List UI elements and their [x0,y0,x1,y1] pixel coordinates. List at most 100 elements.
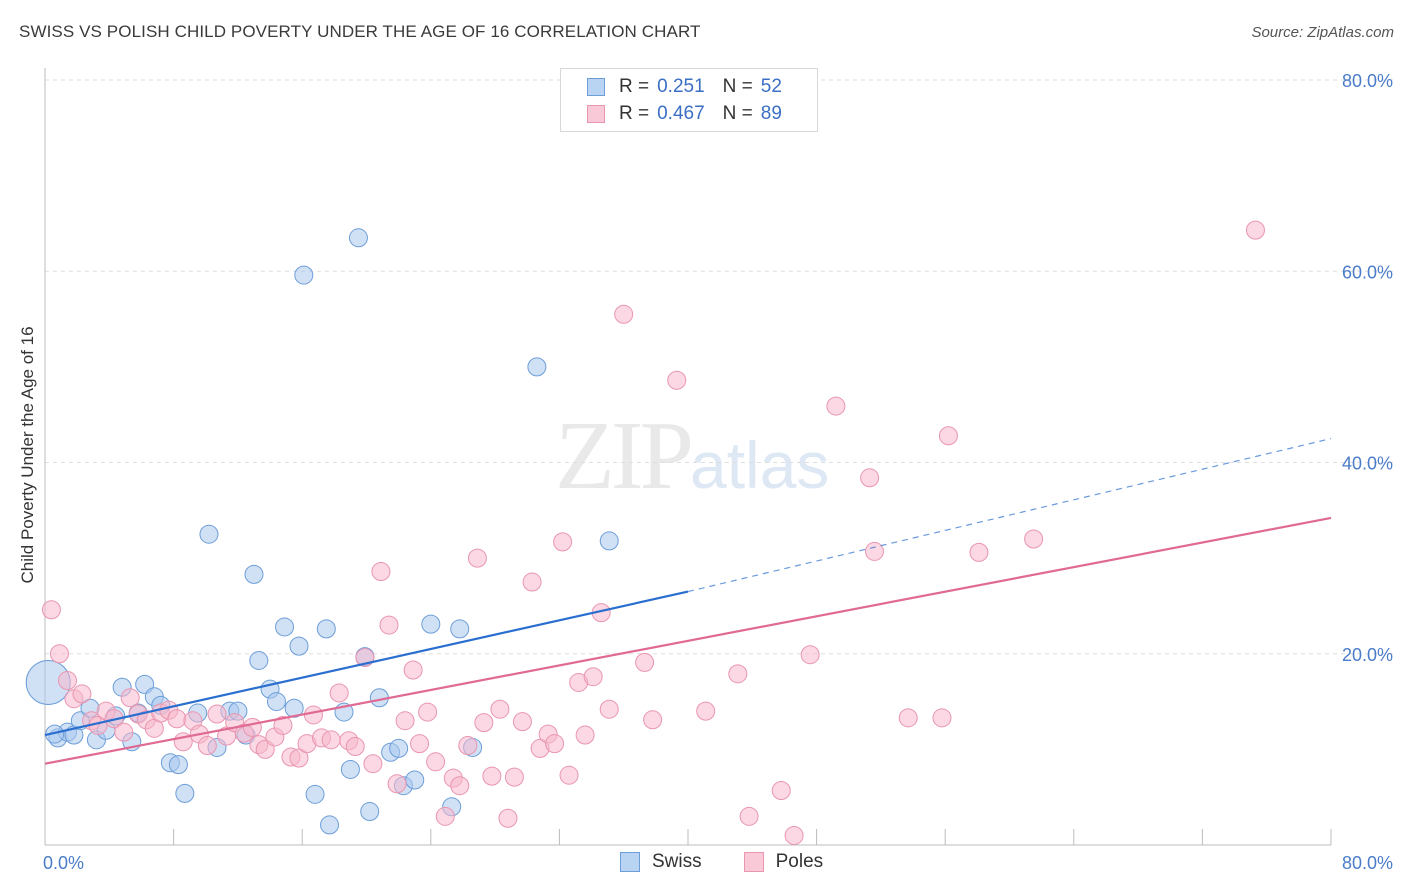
legend-r-label: R = [619,103,650,124]
legend-r-value: 0.467 [657,103,705,124]
scatter-point [289,636,309,656]
legend-bottom: Swiss Poles [620,851,865,873]
scatter-point [199,524,219,544]
watermark-atlas: atlas [690,428,830,502]
scatter-point [249,650,269,670]
scatter-point [410,734,430,754]
scatter-point [482,766,502,786]
poles-trend-line [44,516,1332,765]
poles-swatch [587,105,605,123]
y-tick-label: 40.0% [1342,454,1393,474]
scatter-point [864,541,884,561]
scatter-point [320,815,340,835]
scatter-point [1245,220,1265,240]
scatter-point [450,619,470,639]
scatter-point [739,806,759,826]
scatter-point [303,705,323,725]
legend-label-swiss: Swiss [652,851,702,872]
scatter-point [522,572,542,592]
scatter-point [498,808,518,828]
trend-lines [44,438,1332,765]
source-label: Source: ZipAtlas.com [1251,24,1394,41]
watermark: ZIPatlas [555,400,829,512]
scatter-point [168,755,188,775]
scatter-point [474,713,494,733]
scatter-point [207,704,227,724]
y-axis-title: Child Poverty Under the Age of 16 [18,326,37,583]
legend-n-value: 89 [760,103,782,124]
scatter-point [696,701,716,721]
swiss-swatch [587,78,605,96]
scatter-point [450,776,470,796]
scatter-point [898,708,918,728]
scatter-point [512,712,532,732]
scatter-point [197,736,217,756]
tick-labels: 20.0% 40.0% 60.0% 80.0% 0.0% 80.0% Child Pover… [18,71,1393,873]
y-tick-label: 80.0% [1342,71,1393,91]
legend-n-label: N = [722,103,753,124]
scatter-point [41,600,61,620]
scatter-point [294,265,314,285]
scatter-point [728,664,748,684]
watermark-zip: ZIP [555,402,694,510]
scatter-point [321,730,341,750]
scatter-point [426,752,446,772]
scatter-point [175,783,195,803]
scatter-point [266,692,286,712]
legend-label-poles: Poles [775,851,824,872]
poles-swatch [743,852,764,872]
scatter-point [435,806,455,826]
scatter-point [379,615,399,635]
scatter-point [635,652,655,672]
scatter-point [599,531,619,551]
scatter-point [938,426,958,446]
scatter-point [421,614,441,634]
scatter-point [114,722,134,742]
scatter-point [58,671,78,691]
scatter-point [72,684,92,704]
scatter-point [120,688,140,708]
legend-row-swiss: R = 0.251 N = 52 [587,74,782,100]
axes [44,68,1332,846]
swiss-points [25,228,619,835]
scatter-point [244,564,264,584]
scatter-point [49,644,69,664]
scatter-point [395,711,415,731]
scatter-point [275,617,295,637]
scatter-point [284,698,304,718]
legend-top: R = 0.251 N = 52 R = 0.467 N = 89 [560,68,818,132]
legend-n-label: N = [722,76,753,97]
y-tick-label: 60.0% [1342,262,1393,282]
scatter-point [418,702,438,722]
scatter-point [405,770,425,790]
legend-r-label: R = [619,76,650,97]
scatter-point [403,660,423,680]
scatter-point [614,304,634,324]
scatter-point [340,759,360,779]
swiss-swatch [620,852,640,872]
scatter-point [559,765,579,785]
scatter-point [599,699,619,719]
scatter-point [860,468,880,488]
scatter-point [553,532,573,552]
scatter-point [387,774,407,794]
scatter-point [969,542,989,562]
scatter-point [360,802,380,822]
scatter-point [389,738,409,758]
scatter-point [826,396,846,416]
scatter-point [575,725,595,745]
scatter-point [583,667,603,687]
chart-title: SWISS VS POLISH CHILD POVERTY UNDER THE … [19,22,701,41]
legend-item-swiss[interactable]: Swiss [620,851,702,873]
scatter-point [167,709,187,729]
legend-item-poles[interactable]: Poles [743,851,824,873]
scatter-point [345,737,365,757]
x-tick-label: 80.0% [1342,853,1393,873]
poles-points [41,220,1265,845]
scatter-point [467,548,487,568]
legend-row-poles: R = 0.467 N = 89 [587,101,782,127]
scatter-point [800,645,820,665]
y-tick-label: 20.0% [1342,645,1393,665]
scatter-point [1024,529,1044,549]
